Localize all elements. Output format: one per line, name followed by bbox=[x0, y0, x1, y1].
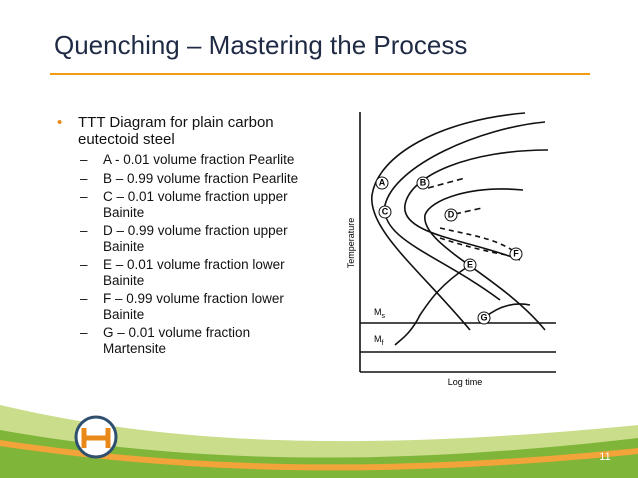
point-label: A bbox=[379, 177, 386, 187]
sub-bullet: F – 0.99 volume fraction lower Bainite bbox=[78, 291, 312, 322]
point-circle bbox=[509, 247, 523, 261]
point-circle bbox=[444, 208, 458, 222]
points: A B C D E F G bbox=[375, 176, 523, 325]
bullet: TTT Diagram for plain carbon eutectoid s… bbox=[57, 114, 312, 356]
dashed-b bbox=[427, 177, 466, 189]
ms-label: Ms bbox=[374, 307, 386, 320]
point-circle bbox=[477, 311, 491, 325]
ttt-diagram bbox=[359, 112, 556, 373]
point-label: F bbox=[513, 248, 519, 258]
footer: 11 bbox=[0, 405, 638, 478]
ms-sub: s bbox=[382, 313, 386, 320]
y-axis-label: Temperature bbox=[346, 218, 356, 269]
sub-bullet: E – 0.01 volume fraction lower Bainite bbox=[78, 257, 312, 288]
sub-list: A - 0.01 volume fraction Pearlite B – 0.… bbox=[78, 152, 312, 356]
finish-curve bbox=[424, 188, 546, 331]
x-axis-label: Log time bbox=[448, 377, 483, 387]
page-number: 11 bbox=[599, 451, 610, 463]
upper-curve bbox=[384, 121, 546, 301]
point-label: D bbox=[448, 209, 455, 219]
footer-stripe bbox=[0, 440, 638, 471]
sub-bullet: C – 0.01 volume fraction upper Bainite bbox=[78, 189, 312, 220]
bullet-list: TTT Diagram for plain carbon eutectoid s… bbox=[57, 114, 312, 359]
mf-label: Mf bbox=[374, 334, 384, 347]
lower-curve bbox=[394, 264, 471, 346]
start-curve bbox=[371, 112, 526, 331]
ms-base: M bbox=[374, 307, 382, 317]
sub-bullet: D – 0.99 volume fraction upper Bainite bbox=[78, 223, 312, 254]
point-label: C bbox=[382, 206, 389, 216]
sub-bullet: G – 0.01 volume fraction Martensite bbox=[78, 325, 312, 356]
slide-title: Quenching – Mastering the Process bbox=[54, 30, 468, 60]
martensite-curve bbox=[483, 303, 531, 319]
point-label: B bbox=[420, 177, 427, 187]
dashed-curve bbox=[439, 227, 516, 253]
point-circle bbox=[416, 176, 430, 190]
point-label: E bbox=[467, 259, 473, 269]
bullet-text: TTT Diagram for plain carbon eutectoid s… bbox=[78, 114, 274, 148]
sub-bullet: A - 0.01 volume fraction Pearlite bbox=[78, 152, 312, 168]
dashed-d bbox=[454, 207, 483, 215]
mf-sub: f bbox=[382, 340, 384, 347]
point-circle bbox=[378, 205, 392, 219]
logo-mark bbox=[81, 428, 111, 448]
title-rule bbox=[50, 73, 590, 75]
sub-bullet: B – 0.99 volume fraction Pearlite bbox=[78, 171, 312, 187]
bainite-curve bbox=[404, 149, 549, 261]
point-circle bbox=[463, 258, 477, 272]
mf-base: M bbox=[374, 334, 382, 344]
point-circle bbox=[375, 176, 389, 190]
point-label: G bbox=[480, 312, 487, 322]
